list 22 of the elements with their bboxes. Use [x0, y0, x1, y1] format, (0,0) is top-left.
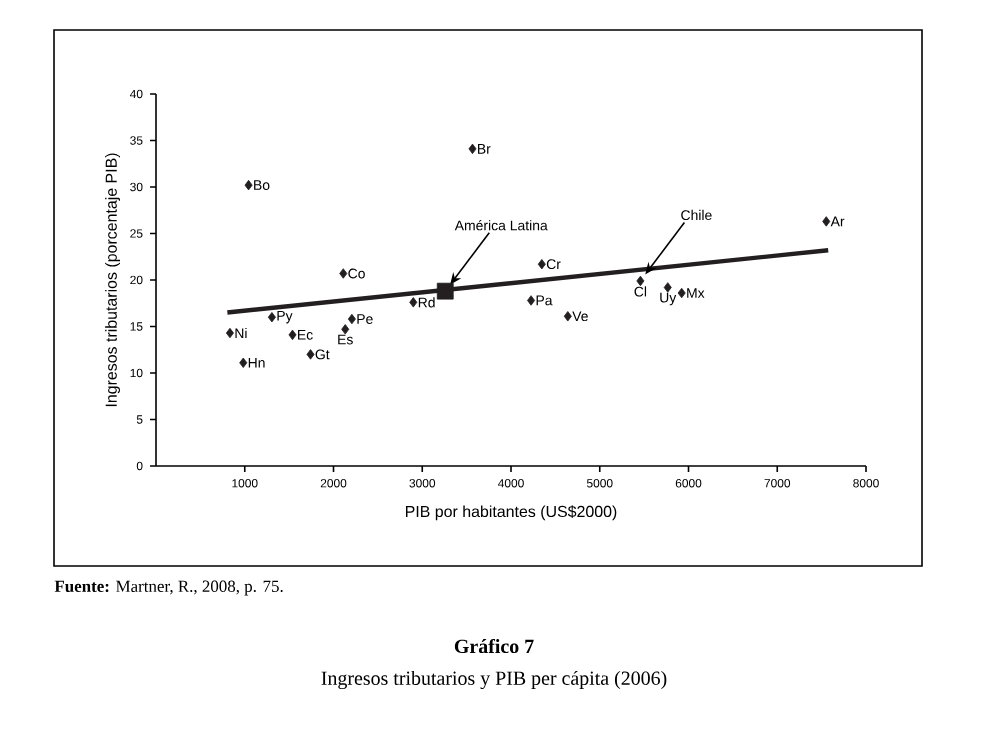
point [288, 329, 297, 341]
point [537, 259, 546, 270]
point [468, 143, 477, 155]
point [436, 282, 454, 300]
point [636, 275, 645, 287]
point [225, 327, 234, 339]
text: Ingresos tributarios y PIB per cápita (2006) [321, 670, 667, 690]
point [347, 313, 356, 325]
point [244, 179, 253, 191]
point [663, 282, 672, 293]
point [822, 216, 831, 227]
point [267, 312, 276, 323]
point [409, 297, 418, 308]
point [339, 268, 348, 279]
point [527, 295, 536, 306]
point [239, 357, 248, 368]
text: Gráfico 7 [454, 638, 534, 654]
point [341, 324, 350, 335]
point [306, 349, 315, 360]
point [677, 287, 686, 299]
point [563, 311, 572, 322]
text: Fuente: Martner, R., 2008, p. 75. [54, 580, 283, 596]
